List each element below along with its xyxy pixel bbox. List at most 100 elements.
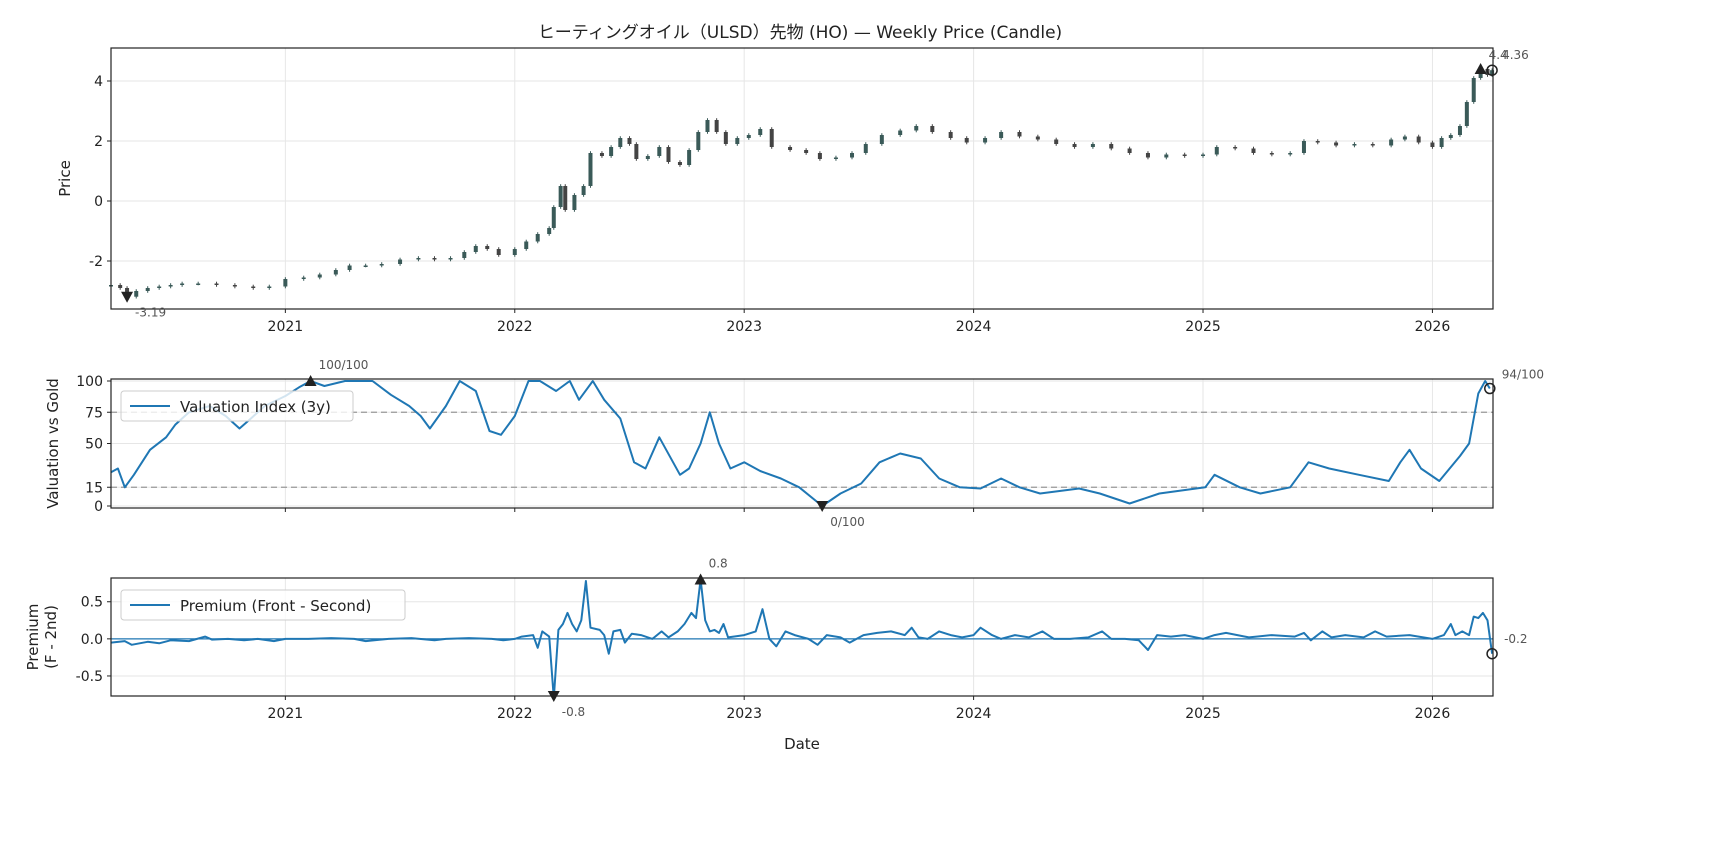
annotation-label: -0.2 — [1504, 632, 1527, 646]
x-tick-label: 2022 — [497, 319, 533, 335]
candle-body — [724, 132, 728, 144]
y-axis-label: Valuation vs Gold — [44, 378, 62, 509]
x-tick-label: 2025 — [1185, 706, 1221, 722]
annotation-label: 94/100 — [1502, 368, 1544, 382]
candle-body — [474, 246, 478, 252]
candle-body — [646, 156, 650, 159]
candle-body — [1417, 137, 1421, 143]
candle-body — [1183, 155, 1187, 157]
candle-body — [196, 284, 200, 286]
x-tick-label: 2024 — [956, 706, 992, 722]
candle-body — [864, 144, 868, 153]
annotation-label: 0/100 — [830, 515, 865, 529]
candle-body — [267, 287, 271, 289]
y-tick-label: 0.0 — [81, 632, 103, 648]
y-tick-label: 0 — [94, 194, 103, 210]
annotation-label: 0.8 — [709, 556, 728, 570]
candle-body — [666, 147, 670, 162]
candle-body — [834, 158, 838, 160]
candle-body — [687, 150, 691, 165]
candle-body — [747, 135, 751, 138]
candle-body — [1017, 132, 1021, 137]
y-axis-label: Price — [56, 160, 74, 197]
candle-body — [999, 132, 1003, 138]
annotation-label: -3.19 — [135, 306, 166, 320]
candle-body — [432, 258, 436, 260]
candle-body — [1164, 155, 1168, 158]
y-axis-label: (F - 2nd) — [42, 605, 60, 669]
x-tick-label: 2026 — [1415, 706, 1451, 722]
max-marker-icon — [1475, 63, 1487, 74]
candle-body — [1109, 144, 1113, 149]
candle-body — [850, 153, 854, 158]
candle-body — [552, 207, 556, 228]
candle-body — [1146, 153, 1150, 158]
candle-body — [1403, 137, 1407, 140]
candle-body — [485, 246, 489, 249]
candle-body — [1316, 141, 1320, 143]
max-marker-icon — [695, 573, 707, 584]
x-tick-label: 2022 — [497, 706, 533, 722]
candle-body — [818, 153, 822, 159]
y-tick-label: 75 — [85, 405, 103, 421]
x-tick-label: 2023 — [726, 706, 762, 722]
candle-body — [1440, 138, 1444, 147]
candle-body — [251, 287, 255, 289]
y-tick-label: 0 — [94, 499, 103, 515]
candle-body — [696, 132, 700, 150]
candle-body — [1472, 78, 1476, 102]
candle-body — [1054, 140, 1058, 145]
candle-body — [513, 249, 517, 255]
candle-body — [547, 228, 551, 234]
annotation-label: -0.8 — [562, 705, 585, 719]
y-axis-label: Premium — [24, 604, 42, 671]
candle-body — [582, 186, 586, 195]
candle-body — [1215, 147, 1219, 155]
candle-body — [1091, 144, 1095, 147]
x-tick-label: 2021 — [268, 319, 304, 335]
y-tick-label: 4 — [94, 74, 103, 90]
candle-body — [146, 288, 150, 291]
annotation-label: 100/100 — [319, 358, 369, 372]
candle-body — [1233, 147, 1237, 149]
candle-body — [157, 287, 161, 289]
annotation-label: 4.36 — [1502, 48, 1529, 62]
candle-body — [983, 138, 987, 143]
candle-body — [118, 285, 122, 288]
candle-body — [1430, 143, 1434, 148]
candle-body — [1458, 126, 1462, 135]
candle-body — [627, 138, 631, 144]
candle-body — [348, 266, 352, 271]
y-tick-label: 100 — [76, 374, 103, 390]
candle-body — [618, 138, 622, 147]
candle-body — [804, 150, 808, 153]
candle-body — [1371, 144, 1375, 146]
candle-body — [302, 278, 306, 280]
candle-body — [134, 291, 138, 297]
candle-body — [930, 126, 934, 132]
candle-body — [398, 260, 402, 265]
candle-body — [1073, 144, 1077, 147]
chart-title: ヒーティングオイル（ULSD）先物 (HO) — Weekly Price (C… — [538, 23, 1062, 43]
candle-body — [536, 234, 540, 242]
candle-body — [735, 138, 739, 144]
candle-body — [1128, 149, 1132, 154]
y-tick-label: -2 — [89, 254, 103, 270]
candle-body — [462, 252, 466, 258]
y-tick-label: 15 — [85, 480, 103, 496]
candle-body — [334, 270, 338, 275]
candle-body — [634, 144, 638, 159]
candle-body — [1036, 137, 1040, 140]
candle-body — [1389, 140, 1393, 146]
candle-body — [215, 284, 219, 286]
candle-body — [283, 279, 287, 287]
legend-label: Premium (Front - Second) — [180, 597, 371, 615]
candle-body — [524, 242, 528, 250]
x-tick-label: 2024 — [956, 319, 992, 335]
x-tick-label: 2025 — [1185, 319, 1221, 335]
plot-frame — [111, 48, 1493, 309]
